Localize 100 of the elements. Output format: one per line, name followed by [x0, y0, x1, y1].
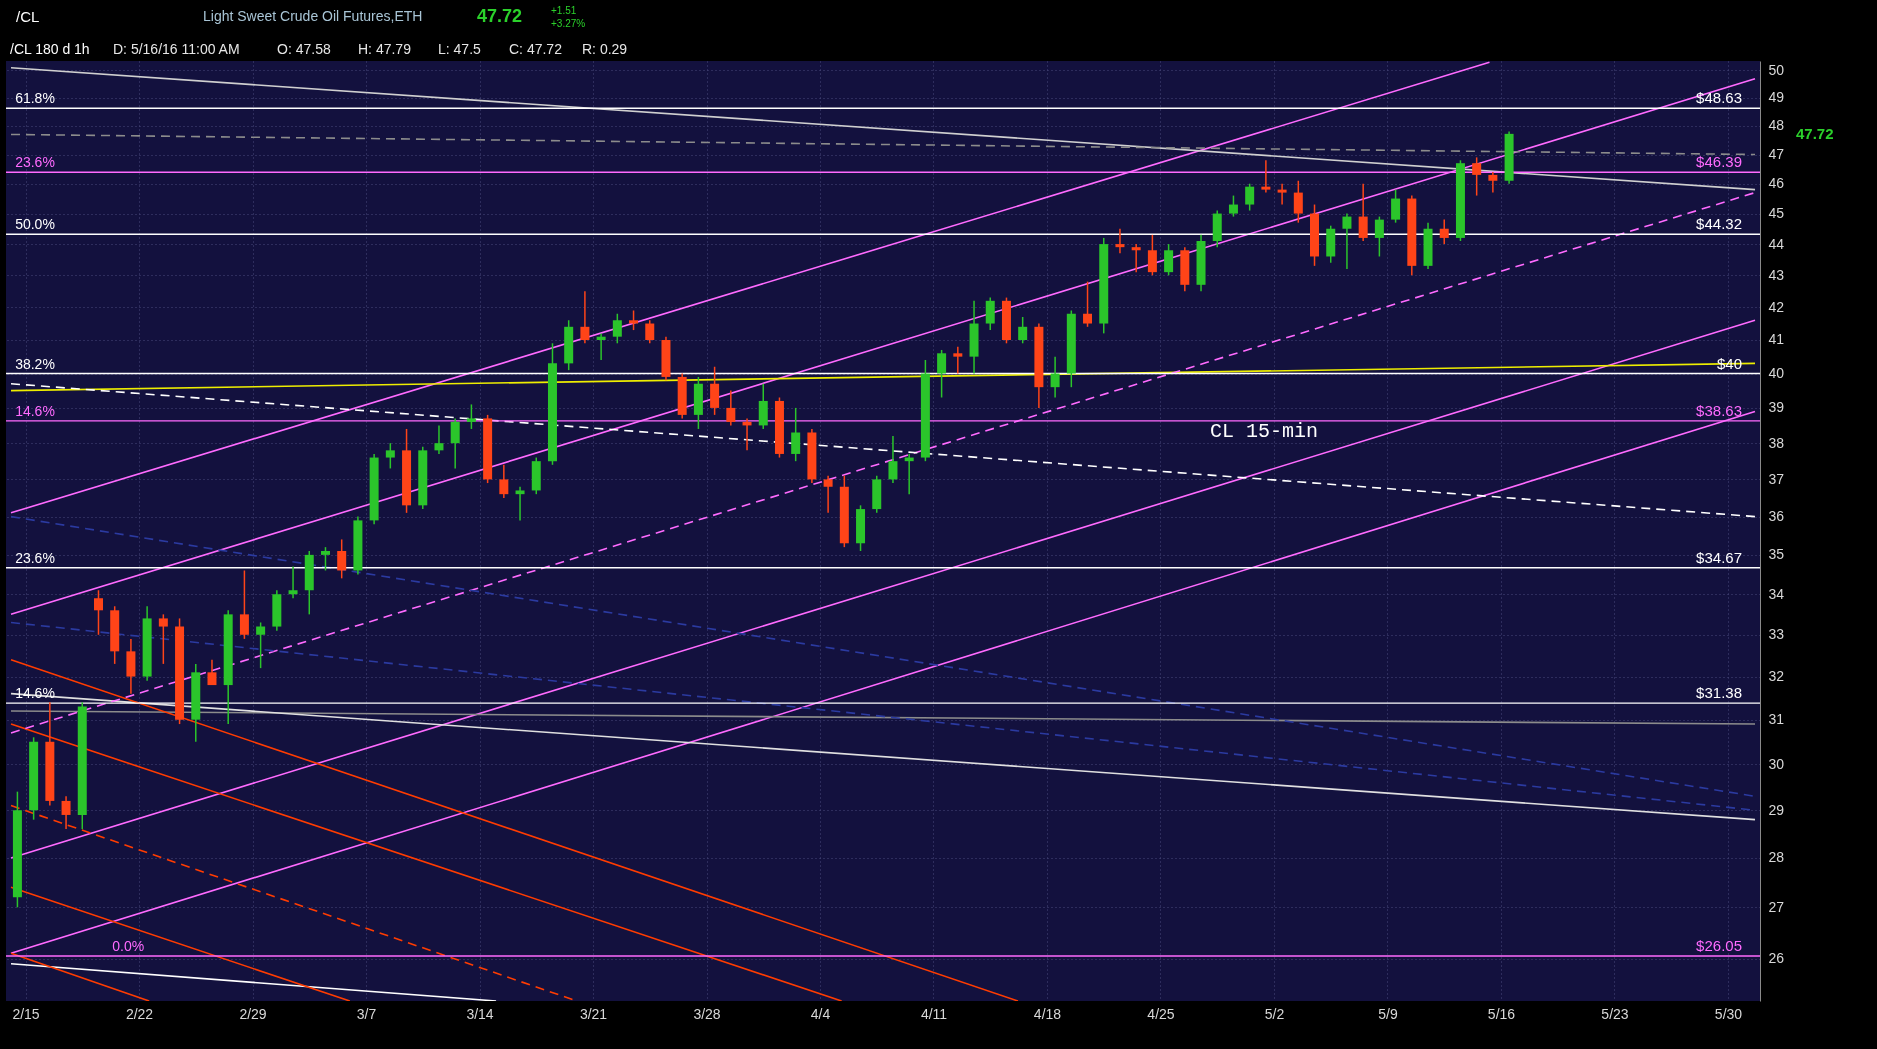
y-tick-label: 43 — [1768, 266, 1785, 283]
x-tick-label: 5/23 — [1601, 1005, 1629, 1022]
candlestick — [158, 613, 168, 665]
candlestick — [1342, 212, 1352, 270]
candlestick — [1147, 234, 1157, 277]
y-tick-label: 27 — [1768, 898, 1785, 915]
candlestick — [1228, 194, 1238, 218]
y-tick-label: 26 — [1768, 950, 1785, 967]
y-tick-label: 35 — [1768, 546, 1785, 563]
candlestick — [256, 621, 266, 669]
ref-line-label: $38.63 — [1696, 401, 1742, 419]
candlestick — [434, 424, 444, 455]
candlestick — [207, 658, 217, 686]
candlestick — [1472, 156, 1482, 197]
ref-line-label: $34.67 — [1696, 548, 1742, 566]
candlestick — [791, 407, 801, 462]
y-tick-label: 33 — [1768, 626, 1785, 643]
ref-line-label: $46.39 — [1696, 153, 1742, 171]
candlestick — [985, 296, 995, 331]
x-tick-label: 2/29 — [239, 1005, 267, 1022]
candlestick — [1277, 182, 1287, 206]
chart-subtitle: /CL 180 d 1h — [10, 41, 90, 57]
x-tick-label: 2/15 — [12, 1005, 40, 1022]
y-tick-label: 36 — [1768, 508, 1785, 525]
annotation: 23.6% — [15, 549, 55, 566]
x-tick-label: 5/16 — [1487, 1005, 1516, 1022]
candlestick — [450, 417, 460, 470]
ref-line-label: $26.05 — [1696, 936, 1742, 954]
candlestick — [1050, 355, 1060, 399]
y-tick-label: 28 — [1768, 849, 1785, 866]
annotation: 14.6% — [15, 402, 55, 419]
candlestick — [1439, 218, 1449, 245]
candlestick — [499, 464, 509, 499]
x-tick-label: 5/30 — [1714, 1005, 1743, 1022]
x-tick-label: 3/28 — [693, 1005, 721, 1022]
candlestick — [385, 442, 395, 470]
candlestick — [937, 349, 947, 399]
y-tick-label: 46 — [1768, 175, 1785, 192]
candlestick — [953, 345, 963, 375]
y-tick-label: 29 — [1768, 801, 1785, 818]
annotation: 23.6% — [15, 154, 55, 171]
candlestick — [1131, 243, 1141, 273]
annotation: 61.8% — [15, 90, 55, 107]
y-tick-label: 48 — [1768, 117, 1785, 134]
y-tick-label: 38 — [1768, 434, 1785, 451]
candlestick — [337, 538, 347, 580]
candlestick — [1358, 182, 1368, 242]
text: +1.51 — [551, 5, 577, 16]
y-tick-label: 31 — [1768, 711, 1785, 728]
ref-line-label: $44.32 — [1696, 215, 1742, 233]
candlestick — [515, 486, 525, 522]
candlestick — [288, 565, 298, 599]
ref-line-label: $48.63 — [1696, 89, 1742, 107]
text: L: 47.5 — [438, 41, 482, 57]
candlestick — [1083, 280, 1093, 328]
candlestick — [320, 546, 330, 572]
candlestick — [466, 403, 476, 430]
text: O: 47.58 — [277, 41, 331, 57]
y-tick-label: 42 — [1768, 298, 1785, 315]
candlestick — [823, 474, 833, 514]
y-tick-label: 37 — [1768, 470, 1785, 487]
candlestick — [239, 569, 249, 640]
text: H: 47.79 — [358, 41, 412, 57]
y-tick-label: 30 — [1768, 755, 1785, 772]
text: D: 5/16/16 11:00 AM — [113, 41, 240, 57]
candlestick — [1245, 182, 1255, 212]
text: 47.72 — [1796, 124, 1834, 142]
y-tick-label: 50 — [1768, 61, 1785, 78]
candlestick — [1018, 316, 1028, 345]
y-tick-label: 49 — [1768, 89, 1785, 106]
candlestick — [596, 332, 606, 361]
candlestick — [580, 290, 590, 345]
candlestick — [1164, 243, 1174, 277]
candlestick — [726, 389, 736, 427]
y-tick-label: 47 — [1768, 146, 1785, 163]
y-tick-label: 32 — [1768, 668, 1785, 685]
y-tick-label: 39 — [1768, 399, 1785, 416]
candlestick — [645, 319, 655, 345]
candlestick — [1115, 227, 1125, 255]
y-tick-label: 41 — [1768, 331, 1785, 348]
x-tick-label: 2/22 — [125, 1005, 154, 1022]
x-tick-label: 3/14 — [466, 1005, 494, 1022]
candlestick — [1374, 215, 1384, 258]
candlestick — [93, 589, 103, 636]
y-tick-label: 40 — [1768, 365, 1785, 382]
x-tick-label: 5/2 — [1264, 1005, 1285, 1022]
y-tick-label: 34 — [1768, 585, 1785, 602]
candlestick — [888, 435, 898, 484]
candlestick — [1293, 180, 1303, 224]
candlestick — [612, 312, 622, 345]
x-tick-label: 4/18 — [1033, 1005, 1062, 1022]
x-tick-label: 3/21 — [579, 1005, 608, 1022]
candlestick — [1391, 188, 1401, 224]
candlestick — [1261, 159, 1271, 194]
y-tick-label: 45 — [1768, 205, 1785, 222]
candlestick — [61, 795, 71, 830]
x-tick-label: 4/11 — [920, 1005, 948, 1022]
x-tick-label: 5/9 — [1378, 1005, 1398, 1022]
ref-line-label: $31.38 — [1696, 684, 1742, 702]
annotation: 50.0% — [15, 216, 55, 233]
